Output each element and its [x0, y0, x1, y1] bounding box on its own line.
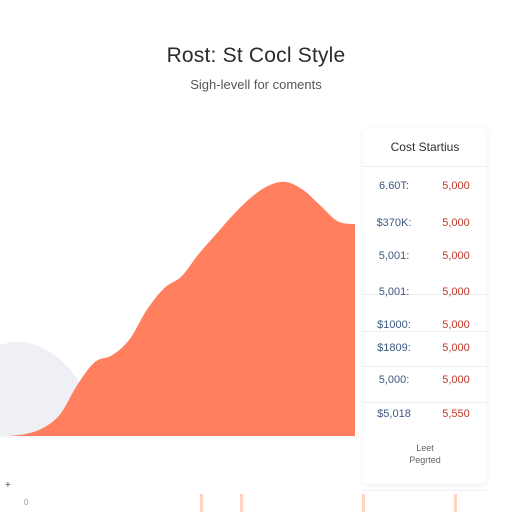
x-axis-ticks	[0, 436, 457, 512]
row-label: $370K:	[376, 217, 412, 229]
table-row: 5,001: 5,000	[363, 238, 487, 274]
row-value: 5,550	[442, 408, 470, 420]
row-value: 5,000	[442, 286, 470, 298]
row-value: 5,000	[442, 342, 470, 354]
table-row: $370K: 5,000	[363, 205, 487, 241]
x-tick-mark	[200, 494, 203, 512]
chart-title: Rost: St Cocl Style	[166, 44, 346, 67]
table-row: 6.60T: 5,000	[363, 168, 487, 204]
footer-line: Leet	[416, 443, 434, 453]
row-label: $5,018	[377, 408, 411, 420]
footer-line: Pegrted	[409, 455, 441, 465]
table-row: 5,000: 5,000	[363, 362, 487, 398]
table-row: $1809: 5,000	[363, 330, 487, 366]
plus-icon: +	[5, 480, 11, 491]
row-label: 5,001:	[378, 286, 410, 298]
cost-status-panel: Cost Startius 6.60T: 5,000 $370K: 5,000 …	[363, 128, 487, 491]
row-label: 5,000:	[378, 374, 410, 386]
x-tick-mark	[240, 494, 243, 512]
row-value: 5,000	[442, 319, 470, 331]
row-label: $1000:	[377, 319, 411, 331]
row-divider	[363, 490, 487, 491]
chart-subtitle: Sigh-levell for coments	[190, 77, 322, 92]
row-value: 5,000	[442, 374, 470, 386]
row-divider	[363, 402, 487, 403]
x-tick-mark	[454, 494, 457, 512]
row-divider	[363, 331, 487, 332]
table-row: $1000: 5,000	[363, 307, 487, 343]
corner-zero-label: 0	[24, 498, 29, 507]
row-value: 5,000	[442, 250, 470, 262]
panel-footer: Leet Pegrted	[363, 442, 487, 466]
row-label: 6.60T:	[379, 180, 409, 192]
table-row: $5,018 5,550	[363, 396, 487, 432]
row-value: 5,000	[442, 217, 470, 229]
row-label: 5,001:	[378, 250, 410, 262]
table-row: 5,001: 5,000	[363, 274, 487, 310]
row-value: 5,000	[442, 180, 470, 192]
x-tick-mark	[362, 494, 365, 512]
row-divider	[363, 294, 487, 295]
row-label: $1809:	[377, 342, 411, 354]
row-divider	[363, 366, 487, 367]
area-series	[8, 181, 355, 436]
panel-header: Cost Startius	[363, 128, 487, 167]
